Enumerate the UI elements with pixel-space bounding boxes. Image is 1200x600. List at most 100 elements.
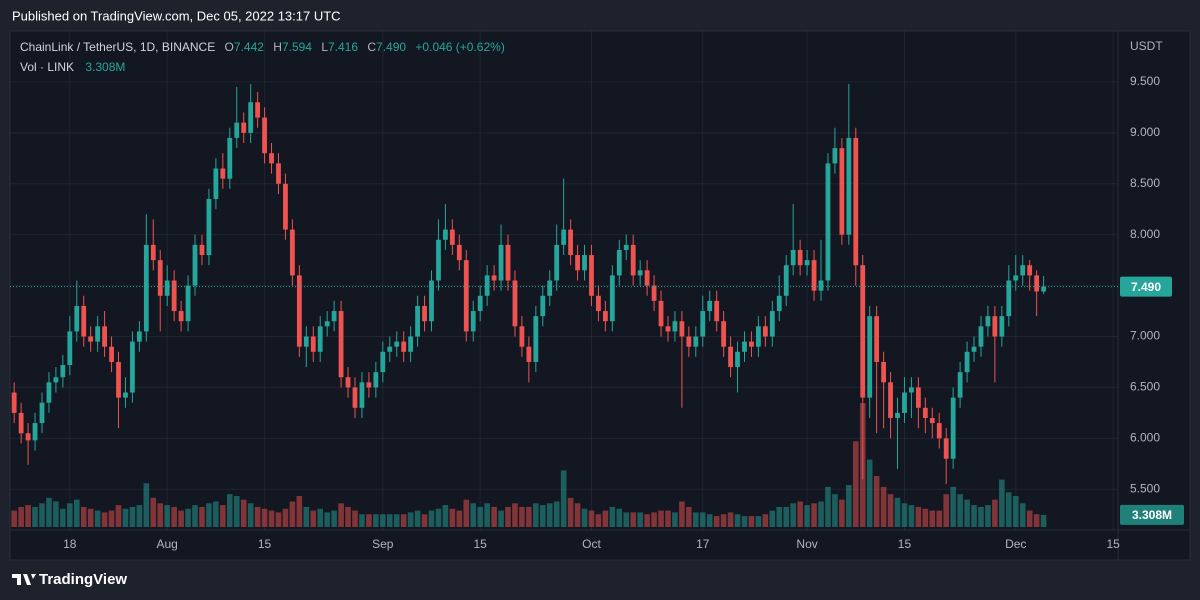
candle-body (477, 295, 483, 312)
candle-body (185, 285, 191, 322)
volume-bar (32, 506, 38, 527)
candle-body (811, 260, 817, 291)
volume-bar (275, 512, 282, 527)
volume-bar (950, 486, 956, 527)
candle-body (164, 280, 170, 296)
volume-bar (39, 503, 45, 527)
candle-body (714, 300, 720, 322)
candle-body (310, 336, 316, 352)
volume-bar (644, 514, 650, 527)
candle-body (992, 316, 998, 337)
volume-bar (233, 496, 240, 527)
candle-body (39, 402, 45, 424)
volume-bar (616, 508, 623, 527)
y-tick-label: 9.500 (1130, 74, 1160, 88)
legend-line: ChainLink / TetherUS, 1D, BINANCE O7.442… (20, 40, 505, 54)
x-tick-label: Nov (796, 537, 817, 551)
volume-bar (505, 506, 511, 527)
volume-bar (1026, 510, 1033, 527)
candle-body (296, 275, 302, 347)
candle-body (783, 265, 789, 296)
candle-body (276, 163, 281, 184)
volume-bar (456, 510, 463, 527)
volume-bar (533, 503, 539, 527)
volume-bar (366, 514, 372, 527)
logo-mark (12, 574, 36, 585)
candle-body (289, 229, 295, 276)
volume-bar (546, 503, 553, 527)
candle-body (436, 239, 441, 281)
candle-body (143, 244, 149, 332)
volume-bar (498, 510, 504, 527)
candles (11, 83, 1046, 485)
volume-bar (199, 506, 205, 527)
candle-body (658, 300, 664, 327)
candle-body (32, 423, 38, 441)
candle-body (359, 382, 365, 408)
volume-bar (67, 503, 73, 527)
candle-body (929, 417, 935, 424)
candle-body (484, 275, 490, 296)
candle-body (46, 382, 52, 403)
volume-bar (164, 505, 170, 527)
candle-body (53, 377, 59, 383)
volume-bar (94, 510, 101, 527)
candle-body (1006, 280, 1012, 317)
candle-body (60, 365, 66, 378)
volume-bar (686, 506, 692, 527)
candle-body (366, 382, 372, 388)
low-label: L (321, 40, 328, 54)
x-tick-label: 15 (258, 537, 272, 551)
candle-body (832, 148, 838, 164)
candle-body (881, 361, 887, 383)
volume-bar (115, 505, 122, 527)
volume-bar (713, 516, 720, 527)
volume-bar (908, 505, 915, 527)
volume-legend: Vol · LINK 3.308M (20, 60, 125, 74)
candle-body (1020, 265, 1026, 276)
candle-body (693, 336, 699, 347)
candle-body (902, 392, 907, 413)
candle-body (700, 311, 706, 337)
y-tick-label: 7.000 (1130, 329, 1160, 343)
candle-body (623, 244, 629, 250)
volume-bar (832, 494, 838, 527)
high-label: H (273, 40, 282, 54)
candle-body (220, 168, 226, 179)
volume-bar (331, 510, 337, 527)
candle-body (936, 423, 942, 439)
volume-bar (442, 505, 449, 527)
volume-bar (999, 479, 1005, 527)
candle-body (818, 280, 824, 291)
volume-bar (665, 510, 671, 527)
candle-body (262, 117, 267, 154)
volume-bar (720, 514, 727, 527)
candle-body (443, 229, 448, 240)
candle-body (630, 244, 636, 276)
change-value: +0.046 (+0.62%) (415, 40, 504, 54)
volume-bar (839, 499, 845, 527)
volume-bar (651, 512, 657, 527)
candle-body (1034, 275, 1040, 292)
volume-bar (658, 510, 664, 527)
candle-body (408, 336, 414, 352)
candle-body (596, 295, 601, 312)
candle-body (762, 326, 768, 337)
candle-body (11, 392, 17, 413)
x-tick-label: Oct (582, 537, 601, 551)
y-tick-label: 5.500 (1130, 481, 1160, 495)
candle-body (213, 168, 219, 200)
candle-body (95, 326, 101, 342)
volume-bar (400, 514, 407, 527)
volume-bar (53, 501, 59, 527)
volume-bar (178, 510, 184, 527)
volume-bar (762, 514, 769, 527)
candle-body (749, 341, 754, 347)
last-price-badge (1120, 276, 1172, 297)
candle-body (582, 255, 587, 271)
y-tick-label: 6.500 (1130, 380, 1160, 394)
candle-body (971, 346, 977, 352)
y-tick-label: 8.500 (1130, 176, 1160, 190)
volume-bar (108, 510, 115, 527)
volume-bar (588, 510, 595, 527)
